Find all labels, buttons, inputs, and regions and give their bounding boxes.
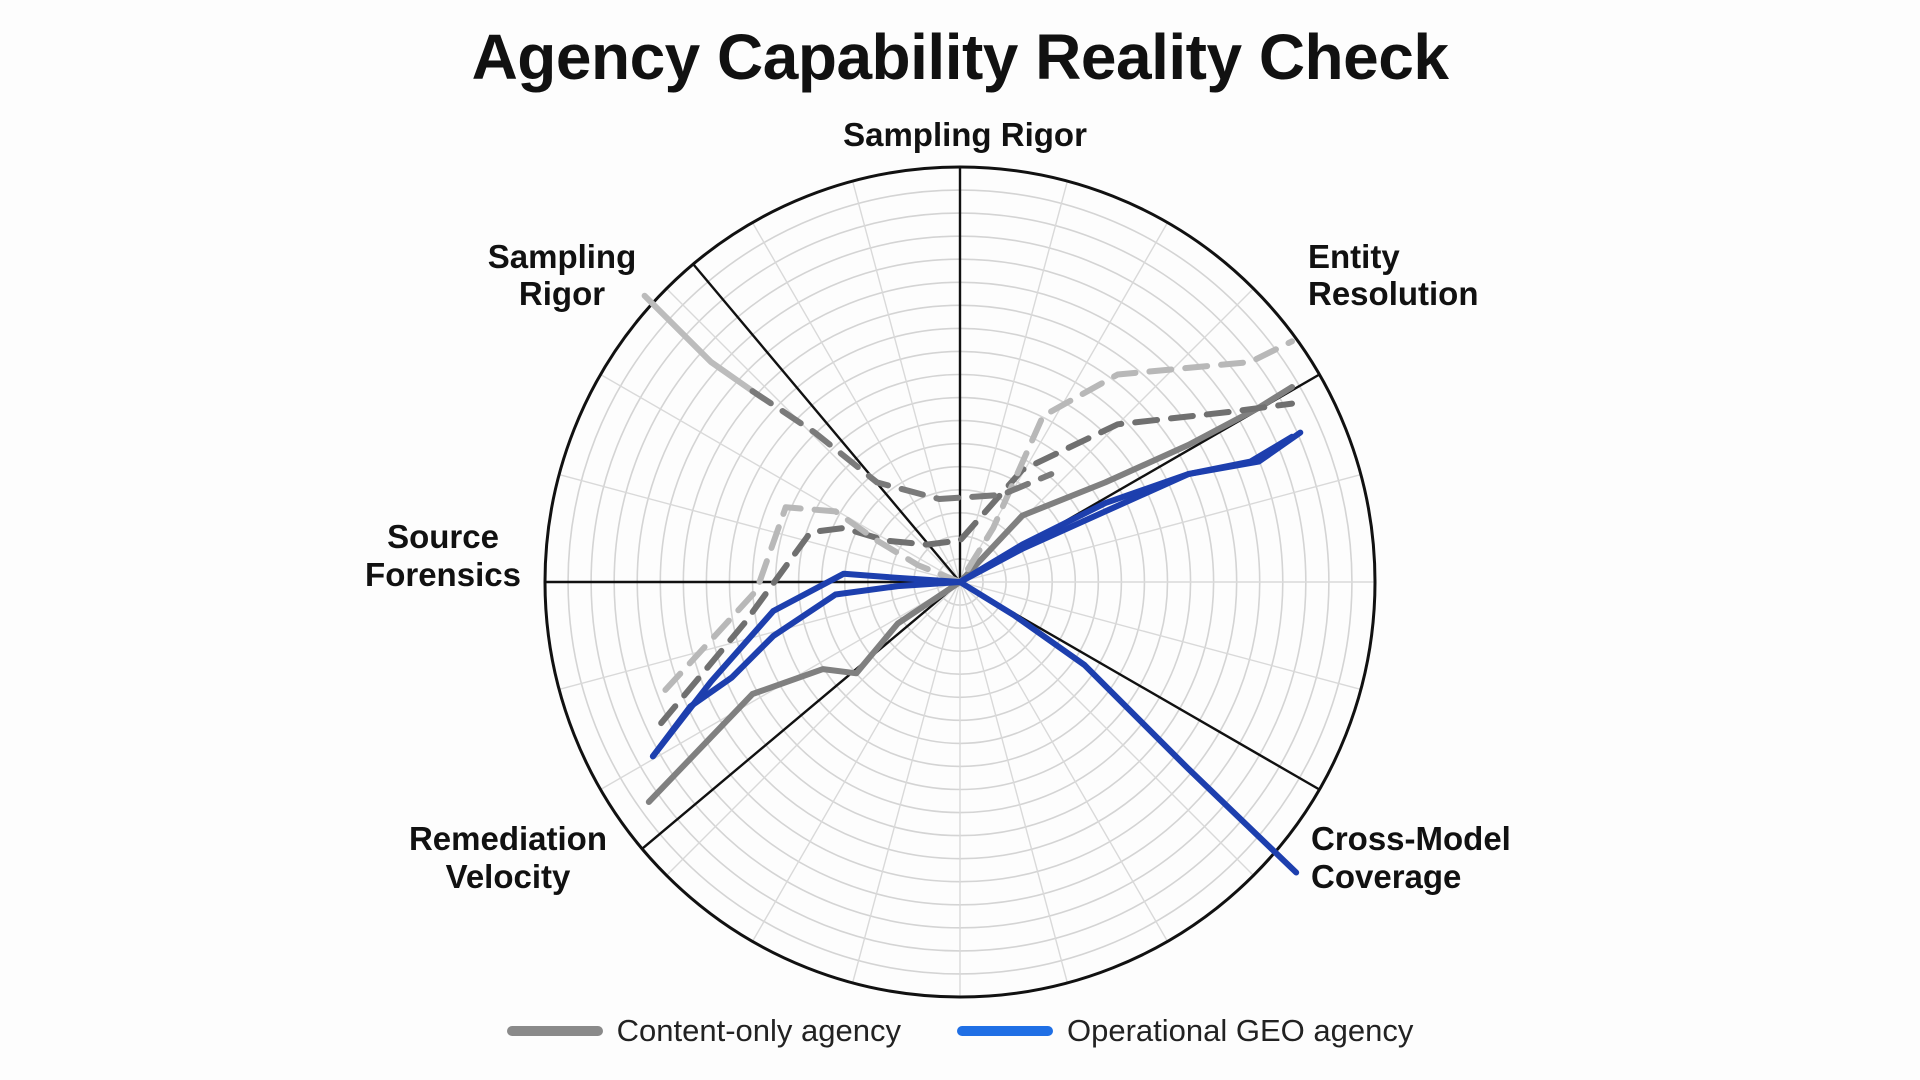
radar-spoke — [959, 581, 1169, 942]
axis-label-2: Cross-Model Coverage — [1311, 820, 1511, 895]
legend-label-content-only: Content-only agency — [616, 1013, 901, 1048]
axis-label-3: Remediation Velocity — [409, 820, 607, 895]
radar-spoke — [600, 373, 961, 583]
series-line-7 — [957, 579, 1300, 876]
radar-spoke — [666, 288, 961, 583]
axis-label-1: Entity Resolution — [1308, 238, 1479, 312]
chart-title: Agency Capability Reality Check — [471, 21, 1449, 93]
radar-spoke — [751, 581, 961, 942]
axis-label-5: Sampling Rigor — [488, 238, 637, 312]
series-line-3 — [641, 292, 756, 395]
legend: Content-only agency Operational GEO agen… — [0, 1013, 1920, 1049]
legend-label-operational-geo: Operational GEO agency — [1066, 1013, 1414, 1048]
radar-outer-circle — [543, 165, 1377, 999]
radar-spoke — [558, 581, 961, 691]
radar-axis-5 — [692, 263, 961, 583]
radar-spoke — [851, 581, 961, 984]
axis-labels: Sampling Rigor Entity Resolution Cross-Mode… — [365, 116, 1511, 895]
legend-swatch-operational-geo — [956, 1026, 1053, 1036]
radar-spoke — [959, 581, 1069, 984]
legend-item-operational-geo: Operational GEO agency — [956, 1013, 1414, 1049]
radar-axis-3 — [641, 581, 961, 850]
radar-spoke — [959, 180, 1069, 583]
legend-swatch-content-only — [506, 1026, 603, 1036]
axis-label-4: Source Forensics — [365, 518, 521, 593]
radar-spoke — [558, 473, 961, 583]
radar-spoke — [851, 180, 961, 583]
series-group — [641, 292, 1304, 876]
radar-spoke — [666, 581, 961, 876]
series-line-2 — [662, 338, 1295, 693]
axis-label-0: Sampling Rigor — [843, 116, 1087, 153]
radar-spoke — [959, 581, 1254, 876]
radar-spoke — [751, 222, 961, 583]
series-line-0 — [645, 384, 1295, 805]
radar-spoke — [959, 581, 1362, 691]
radar-spoke — [959, 473, 1362, 583]
series-line-4 — [749, 388, 1055, 502]
legend-item-content-only: Content-only agency — [506, 1013, 901, 1049]
